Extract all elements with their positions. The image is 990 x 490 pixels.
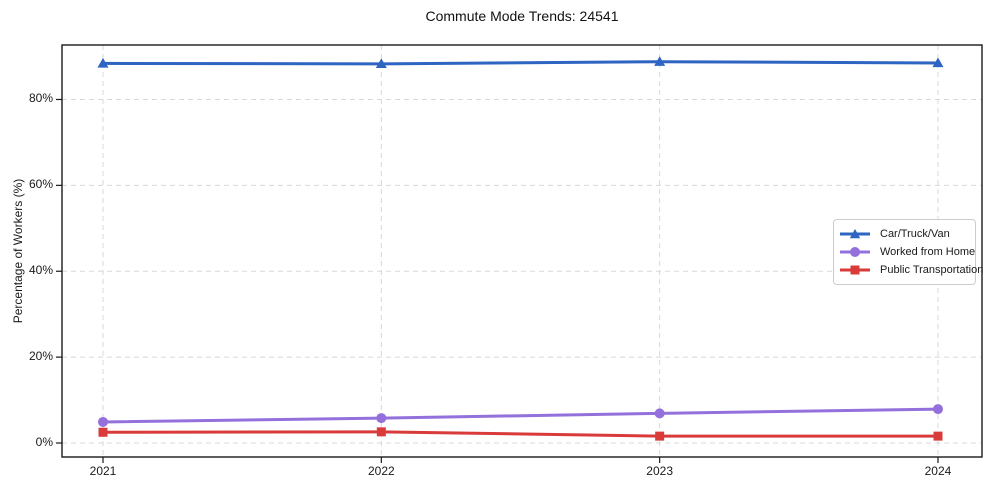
x-tick-label: 2023 <box>646 464 673 478</box>
series-line <box>101 407 940 424</box>
axis-frame <box>61 44 983 458</box>
legend-line-sample <box>840 247 870 257</box>
circle-marker-icon <box>932 404 943 415</box>
triangle-marker-icon <box>849 229 861 239</box>
legend-line-sample <box>840 229 870 239</box>
circle-marker-icon <box>376 413 387 424</box>
square-marker-icon <box>850 265 860 275</box>
triangle-marker-icon <box>654 56 666 66</box>
series-line <box>101 430 940 438</box>
y-tick-label: 80% <box>28 91 53 106</box>
legend-label: Public Transportation <box>880 264 984 276</box>
y-tick-label: 60% <box>28 177 53 192</box>
circle-marker-icon <box>654 408 665 419</box>
x-tick-label: 2021 <box>89 464 117 478</box>
triangle-marker-icon <box>97 57 109 68</box>
triangle-marker-icon <box>932 57 944 68</box>
legend-line-sample <box>840 265 870 275</box>
square-marker-icon <box>933 431 943 441</box>
y-tick-label: 20% <box>28 349 53 364</box>
legend-label: Car/Truck/Van <box>880 228 950 240</box>
x-tick-label: 2024 <box>924 464 952 478</box>
x-tick-label: 2022 <box>367 464 395 478</box>
legend-entry: Worked from Home <box>838 243 975 261</box>
legend-label: Worked from Home <box>880 246 976 258</box>
triangle-marker-icon <box>375 58 387 69</box>
square-marker-icon <box>376 427 386 437</box>
square-marker-icon <box>98 427 108 437</box>
square-marker-icon <box>655 431 665 441</box>
legend: Car/Truck/Van Worked from Home Public Tran… <box>833 219 983 285</box>
y-tick-label: 0% <box>35 435 53 449</box>
legend-entry: Public Transportation <box>838 261 983 279</box>
legend-entry: Car/Truck/Van <box>838 225 967 243</box>
series-line <box>101 60 940 66</box>
chart-title: Commute Mode Trends: 24541 <box>425 8 619 24</box>
y-tick-label: 40% <box>28 263 53 278</box>
circle-marker-icon <box>98 416 108 427</box>
circle-marker-icon <box>850 247 860 257</box>
